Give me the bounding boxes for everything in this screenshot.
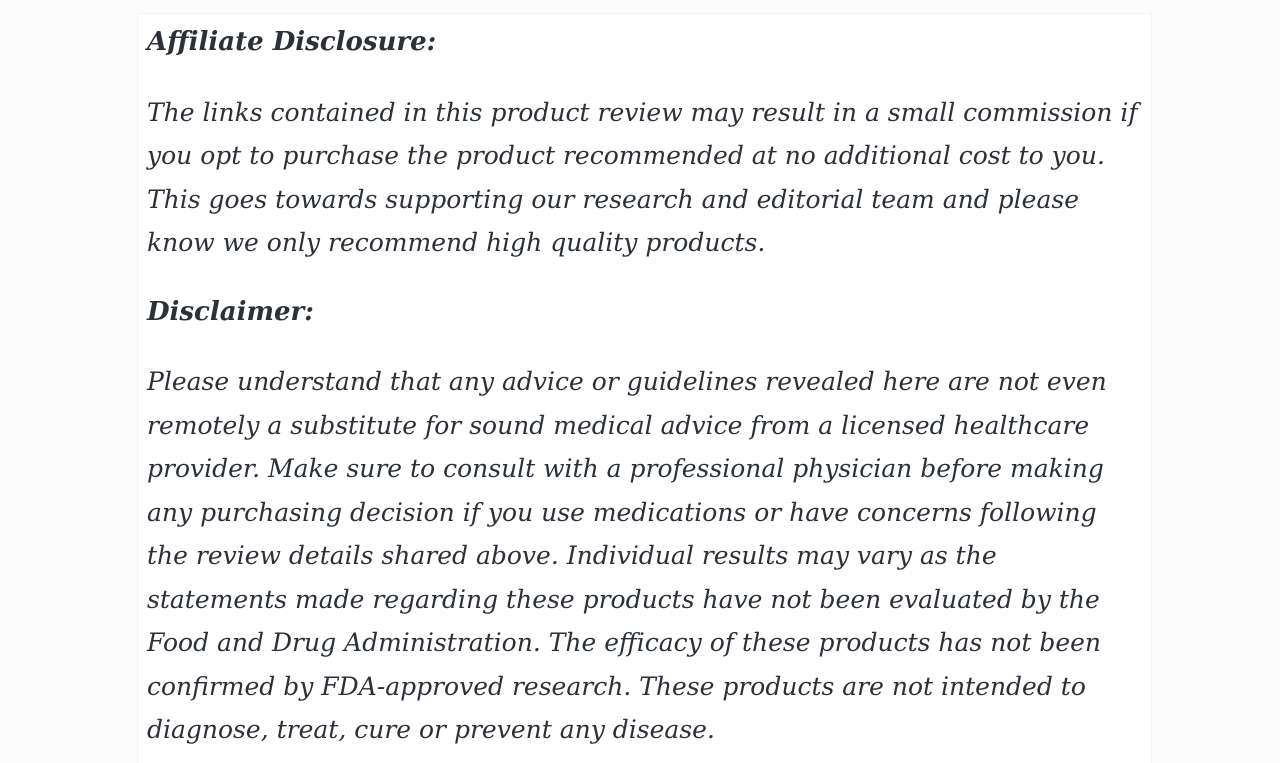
disclaimer-heading: Disclaimer: xyxy=(147,296,314,327)
affiliate-disclosure-paragraph: The links contained in this product revi… xyxy=(147,97,1138,258)
disclosure-content-card: Affiliate Disclosure: The links containe… xyxy=(137,13,1152,763)
disclaimer-paragraph: Please understand that any advice or gui… xyxy=(147,367,1107,744)
affiliate-disclosure-heading: Affiliate Disclosure: xyxy=(147,27,437,57)
